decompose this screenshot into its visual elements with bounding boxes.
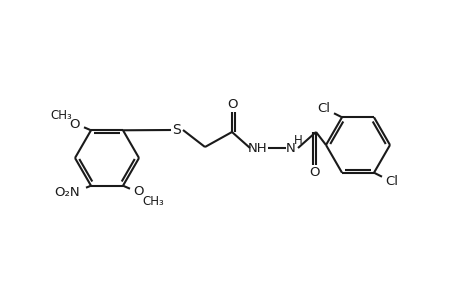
Text: CH₃: CH₃ bbox=[50, 109, 72, 122]
Text: CH₃: CH₃ bbox=[142, 195, 163, 208]
Text: O₂N: O₂N bbox=[54, 186, 80, 199]
Text: O: O bbox=[227, 98, 238, 110]
Text: H: H bbox=[293, 134, 302, 148]
Text: NH: NH bbox=[248, 142, 267, 154]
Text: N: N bbox=[285, 142, 295, 154]
Text: Cl: Cl bbox=[317, 102, 330, 115]
Text: O: O bbox=[134, 185, 144, 198]
Text: O: O bbox=[309, 167, 319, 179]
Text: S: S bbox=[172, 123, 181, 137]
Text: O: O bbox=[70, 118, 80, 131]
Text: Cl: Cl bbox=[385, 175, 397, 188]
